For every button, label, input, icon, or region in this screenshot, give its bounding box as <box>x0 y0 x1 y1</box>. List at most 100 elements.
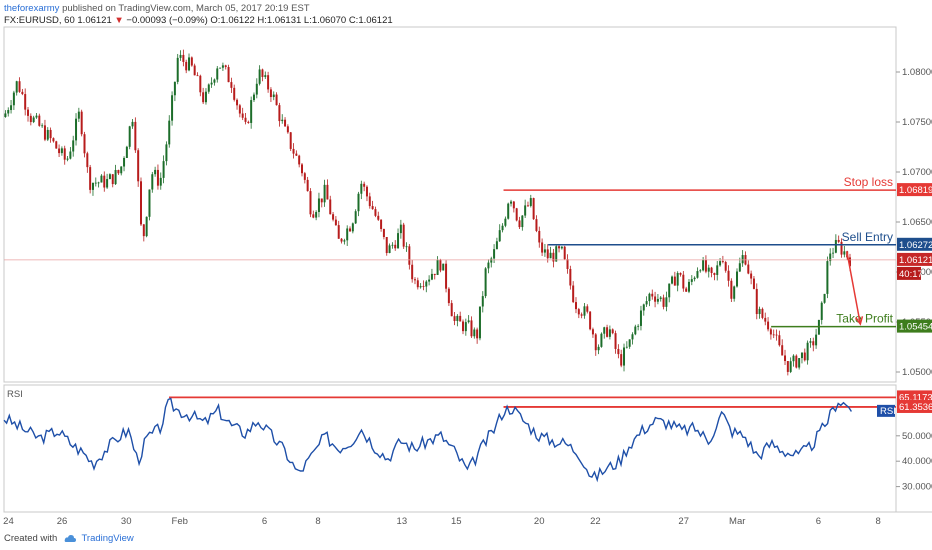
symbol-label: FX:EURUSD, 60 <box>4 15 75 26</box>
candle-body <box>843 251 846 255</box>
candle-body <box>673 276 676 286</box>
candle-body <box>679 272 682 275</box>
candle-body <box>733 286 736 299</box>
candle-body <box>275 94 278 106</box>
candle-body <box>637 325 640 327</box>
candle-body <box>15 81 18 93</box>
candle-body <box>340 238 343 242</box>
candle-body <box>380 219 383 230</box>
candle-body <box>769 329 772 335</box>
candle-body <box>495 241 498 250</box>
candle-body <box>86 153 89 168</box>
candle-body <box>159 177 162 186</box>
candle-body <box>408 246 411 265</box>
time-tick-label: 6 <box>262 516 267 527</box>
time-tick-label: 27 <box>678 516 689 527</box>
candle-body <box>156 169 159 186</box>
candle-body <box>35 115 38 118</box>
open-value: O:1.06122 <box>210 15 255 26</box>
candle-body <box>820 302 823 320</box>
candle-body <box>207 84 210 92</box>
candle-body <box>185 61 188 71</box>
rsi-tick-label: 30.0000 <box>902 482 932 493</box>
candle-body <box>693 277 696 280</box>
candle-body <box>165 144 168 162</box>
candle-body <box>560 246 563 249</box>
candle-body <box>603 327 606 334</box>
candle-body <box>188 57 191 71</box>
take-profit-price-tag <box>897 319 932 333</box>
candle-body <box>620 354 623 366</box>
price-chart[interactable]: 1.050001.055001.060001.065001.070001.075… <box>0 0 932 530</box>
created-with-label: Created with <box>4 533 58 544</box>
countdown-tag <box>897 266 921 280</box>
candle-body <box>784 355 787 362</box>
bar-countdown: 40:17 <box>899 269 923 280</box>
candle-body <box>541 242 544 253</box>
candle-body <box>397 233 400 249</box>
rsi-level-tag <box>897 399 932 413</box>
candle-body <box>346 228 349 241</box>
candle-body <box>812 341 815 346</box>
candle-body <box>114 169 117 185</box>
candle-body <box>436 260 439 275</box>
candle-body <box>690 279 693 282</box>
candle-body <box>526 205 529 207</box>
candle-body <box>487 262 490 269</box>
candle-body <box>72 140 75 152</box>
candle-body <box>450 303 453 317</box>
candle-body <box>651 293 654 297</box>
candle-body <box>416 280 419 288</box>
candle-body <box>4 113 7 117</box>
candle-body <box>631 334 634 340</box>
candle-body <box>388 245 391 254</box>
candle-body <box>484 268 487 297</box>
candle-body <box>382 229 385 237</box>
current-price-tag <box>897 252 932 266</box>
candle-body <box>399 224 402 234</box>
publish-info: published on TradingView.com, March 05, … <box>62 3 310 14</box>
candle-body <box>317 198 320 213</box>
candle-body <box>538 230 541 243</box>
candle-body <box>493 249 496 259</box>
candle-body <box>459 315 462 322</box>
candle-body <box>12 92 15 106</box>
candle-body <box>75 118 78 141</box>
rsi-tick-label: 40.0000 <box>902 456 932 467</box>
candle-body <box>179 54 182 58</box>
candle-body <box>422 286 425 287</box>
candle-body <box>702 259 705 271</box>
candle-body <box>625 346 628 348</box>
candle-body <box>264 75 267 77</box>
candle-body <box>83 134 86 154</box>
candle-body <box>490 258 493 263</box>
candle-body <box>481 296 484 307</box>
candle-body <box>617 348 620 355</box>
candle-body <box>823 293 826 303</box>
candle-body <box>445 263 448 289</box>
time-tick-label: 26 <box>57 516 68 527</box>
candle-body <box>837 239 840 242</box>
candle-body <box>597 346 600 351</box>
candle-body <box>558 246 561 249</box>
candle-body <box>267 75 270 90</box>
candle-body <box>727 270 730 281</box>
candle-body <box>168 120 171 145</box>
candle-body <box>767 321 770 330</box>
candle-body <box>402 224 405 247</box>
candle-body <box>659 297 662 299</box>
candle-body <box>552 252 555 262</box>
candle-body <box>41 125 44 127</box>
candle-body <box>295 153 298 156</box>
price-tick-label: 1.08000 <box>902 67 932 78</box>
candle-body <box>752 278 755 289</box>
candle-body <box>272 94 275 98</box>
candle-body <box>91 182 94 190</box>
tradingview-cloud-icon <box>64 534 76 542</box>
candle-body <box>515 208 518 221</box>
tradingview-link[interactable]: TradingView <box>81 533 134 544</box>
down-arrow-icon: ▼ <box>114 15 124 26</box>
author-link[interactable]: theforexarmy <box>4 3 60 14</box>
candle-body <box>826 261 829 294</box>
candle-body <box>668 283 671 298</box>
